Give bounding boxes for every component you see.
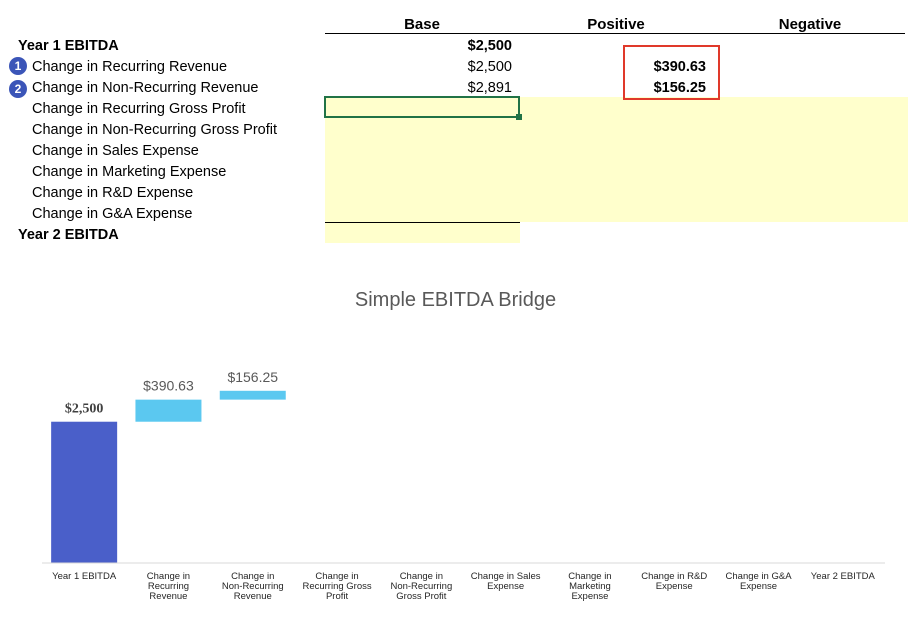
chart-title: Simple EBITDA Bridge	[354, 289, 557, 311]
cell-positive-non-recurring-revenue[interactable]: $156.25	[653, 80, 706, 96]
category-label-2: Change in Non-Recurring Revenue	[222, 571, 284, 602]
fill-handle[interactable]	[516, 114, 522, 120]
header-underline	[325, 33, 905, 34]
row-label-ga-expense[interactable]: Change in G&A Expense	[32, 206, 193, 222]
cell-base-recurring-revenue[interactable]: $2,500	[467, 59, 512, 75]
category-label-4: Change in Non-Recurring Gross Profit	[390, 571, 452, 602]
row-label-recurring-revenue[interactable]: Change in Recurring Revenue	[32, 59, 228, 75]
cell-base-year1[interactable]: $2,500	[467, 38, 512, 54]
category-label-0: Year 1 EBITDA	[52, 571, 117, 582]
category-label-9: Year 2 EBITDA	[811, 571, 876, 582]
column-header-negative: Negative	[778, 16, 842, 33]
input-area-positive-negative	[520, 97, 908, 222]
row-label-marketing-expense[interactable]: Change in Marketing Expense	[32, 164, 227, 180]
row-label-recurring-gross-profit[interactable]: Change in Recurring Gross Profit	[32, 101, 246, 117]
sum-line	[325, 222, 520, 223]
cell-positive-recurring-revenue[interactable]: $390.63	[653, 59, 706, 75]
category-label-5: Change in Sales Expense	[471, 571, 541, 592]
cell-base-non-recurring-revenue[interactable]: $2,891	[467, 80, 512, 96]
step-badge-1: 1	[9, 57, 27, 75]
column-header-positive: Positive	[587, 16, 645, 33]
data-label-1: $390.63	[143, 378, 194, 394]
data-label-0: $2,500	[65, 402, 104, 417]
bar-2[interactable]	[219, 390, 286, 400]
bar-1[interactable]	[135, 399, 202, 422]
input-area-year2	[325, 223, 520, 243]
data-label-2: $156.25	[227, 369, 278, 385]
row-label-non-recurring-revenue[interactable]: Change in Non-Recurring Revenue	[32, 80, 259, 96]
category-label-8: Change in G&A Expense	[726, 571, 793, 592]
row-label-year2-ebitda: Year 2 EBITDA	[18, 227, 119, 243]
row-label-year1-ebitda: Year 1 EBITDA	[18, 38, 119, 54]
category-label-6: Change in Marketing Expense	[568, 571, 611, 602]
row-label-sales-expense[interactable]: Change in Sales Expense	[32, 143, 199, 159]
selected-cell[interactable]	[324, 96, 520, 118]
highlight-box	[623, 45, 720, 100]
category-label-3: Change in Recurring Gross Profit	[302, 571, 371, 602]
row-label-rd-expense[interactable]: Change in R&D Expense	[32, 185, 194, 201]
category-label-1: Change in Recurring Revenue	[147, 571, 190, 602]
row-label-non-recurring-gross-profit[interactable]: Change in Non-Recurring Gross Profit	[32, 122, 277, 138]
category-label-7: Change in R&D Expense	[641, 571, 707, 592]
bar-0[interactable]	[51, 421, 118, 563]
step-badge-2: 2	[9, 80, 27, 98]
column-header-base: Base	[404, 16, 440, 33]
